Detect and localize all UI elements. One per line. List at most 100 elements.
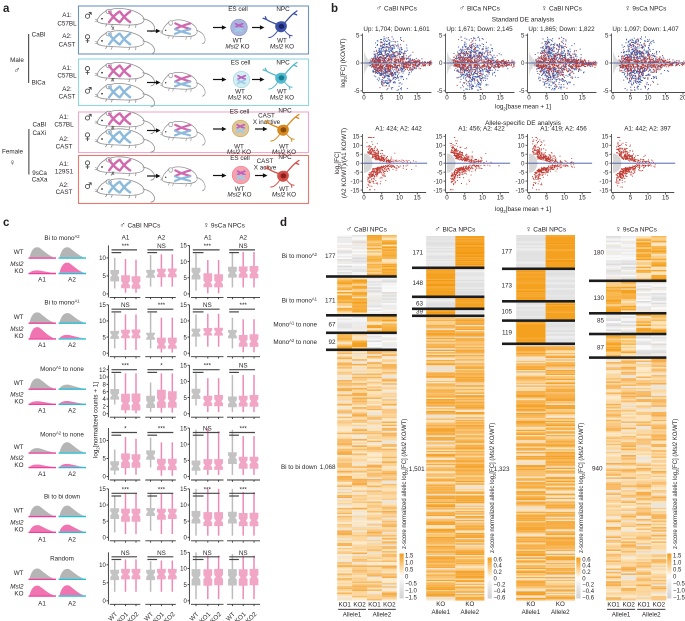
svg-text:-10: -10 xyxy=(434,178,444,185)
svg-text:0: 0 xyxy=(183,292,187,298)
svg-text:-10: -10 xyxy=(600,178,610,185)
svg-text:A2: A2 xyxy=(68,277,76,284)
svg-text:0: 0 xyxy=(356,160,360,167)
svg-text:15: 15 xyxy=(518,134,525,141)
svg-text:0: 0 xyxy=(521,160,525,167)
svg-text:Allele1: Allele1 xyxy=(343,612,362,619)
svg-text:15: 15 xyxy=(414,195,421,202)
svg-text:0: 0 xyxy=(102,536,106,542)
svg-text:KO2: KO2 xyxy=(622,602,635,609)
svg-text:KO: KO xyxy=(14,590,23,597)
svg-text:2: 2 xyxy=(102,405,106,411)
svg-text:5: 5 xyxy=(629,95,633,102)
svg-text:6: 6 xyxy=(102,390,106,396)
svg-text:5: 5 xyxy=(102,274,106,280)
svg-text:Random: Random xyxy=(50,556,74,563)
svg-text:-15: -15 xyxy=(434,187,444,194)
svg-text:10: 10 xyxy=(602,143,609,150)
svg-text:15: 15 xyxy=(353,134,360,141)
svg-text:63: 63 xyxy=(416,300,424,307)
svg-text:MonoA2 to none: MonoA2 to none xyxy=(273,338,317,347)
svg-text:0: 0 xyxy=(102,475,106,481)
svg-text:5: 5 xyxy=(380,95,384,102)
svg-text:NPC: NPC xyxy=(278,108,292,115)
svg-text:10: 10 xyxy=(99,375,106,381)
svg-text:15: 15 xyxy=(436,134,443,141)
svg-text:A2: A2 xyxy=(68,471,76,478)
svg-text:0.5: 0.5 xyxy=(405,567,414,573)
svg-text:NS: NS xyxy=(239,550,248,557)
svg-text:5: 5 xyxy=(183,396,187,402)
svg-text:NS: NS xyxy=(203,550,212,557)
svg-text:Bi to bi down: Bi to bi down xyxy=(281,464,318,471)
svg-text:Msl2: Msl2 xyxy=(10,520,24,527)
svg-text:10: 10 xyxy=(353,143,360,150)
svg-text:10: 10 xyxy=(645,95,652,102)
svg-text:A1: A1 xyxy=(38,537,46,544)
svg-text:WT: WT xyxy=(107,611,119,621)
svg-text:0: 0 xyxy=(102,351,106,357)
svg-text:20: 20 xyxy=(680,95,685,102)
svg-text:0: 0 xyxy=(527,95,531,102)
svg-text:***: *** xyxy=(122,486,130,493)
svg-text:Allele2: Allele2 xyxy=(642,612,661,619)
svg-text:x: x xyxy=(112,126,115,132)
svg-text:5: 5 xyxy=(629,195,633,202)
svg-text:0: 0 xyxy=(183,351,187,357)
svg-text:b: b xyxy=(331,3,338,15)
svg-text:NPC: NPC xyxy=(276,60,290,67)
svg-text:−0.2: −0.2 xyxy=(582,583,595,589)
svg-text:10: 10 xyxy=(180,260,187,266)
svg-text:Msl2 KO: Msl2 KO xyxy=(272,192,296,199)
svg-text:z-score normalized allelic log: z-score normalized allelic log2[FC] (Msl… xyxy=(579,423,586,553)
svg-text:10: 10 xyxy=(99,563,106,569)
svg-text:0: 0 xyxy=(445,95,449,102)
svg-text:CAST: CAST xyxy=(56,189,73,196)
svg-text:12: 12 xyxy=(99,368,106,374)
svg-text:Allele1: Allele1 xyxy=(431,609,450,616)
svg-text:c: c xyxy=(3,217,10,229)
svg-text:-5: -5 xyxy=(437,88,443,95)
svg-text:4: 4 xyxy=(102,397,106,403)
svg-text:-5: -5 xyxy=(519,169,525,176)
svg-text:Standard DE analysis: Standard DE analysis xyxy=(492,17,555,24)
svg-text:0: 0 xyxy=(445,195,449,202)
svg-text:KO1: KO1 xyxy=(638,602,651,609)
svg-text:10: 10 xyxy=(518,143,525,150)
svg-text:x: x xyxy=(112,78,115,84)
svg-text:A1:: A1: xyxy=(62,12,72,19)
svg-text:WT: WT xyxy=(235,89,245,96)
svg-text:5: 5 xyxy=(102,519,106,525)
svg-text:5: 5 xyxy=(439,151,443,158)
svg-text:d: d xyxy=(280,217,287,229)
svg-text:0: 0 xyxy=(102,412,106,418)
svg-text:A2:: A2: xyxy=(62,86,72,93)
svg-text:***: *** xyxy=(204,243,212,250)
svg-text:♂: ♂ xyxy=(14,65,21,75)
svg-text:5: 5 xyxy=(183,583,187,589)
svg-text:0: 0 xyxy=(362,195,366,202)
svg-text:Allele2: Allele2 xyxy=(461,609,480,616)
svg-text:171: 171 xyxy=(325,298,336,305)
svg-text:WT: WT xyxy=(234,143,244,150)
svg-text:NS: NS xyxy=(121,302,130,309)
svg-text:5: 5 xyxy=(380,195,384,202)
svg-text:-5: -5 xyxy=(354,88,360,95)
svg-text:-15: -15 xyxy=(600,187,610,194)
svg-text:5: 5 xyxy=(102,581,106,587)
svg-text:1,323: 1,323 xyxy=(494,466,510,473)
svg-text:−1.0: −1.0 xyxy=(673,588,685,594)
svg-text:5: 5 xyxy=(521,151,525,158)
svg-text:*: * xyxy=(124,426,127,433)
svg-text:0: 0 xyxy=(439,60,443,67)
svg-text:NS: NS xyxy=(121,550,130,557)
svg-text:15: 15 xyxy=(180,551,187,557)
svg-text:(A2 KO/WT)/(A1 KO/WT): (A2 KO/WT)/(A1 KO/WT) xyxy=(341,128,348,198)
svg-text:z-score normalized allelic log: z-score normalized allelic log2[FC] (Msl… xyxy=(402,419,409,549)
svg-text:z-score normalized allelic log: z-score normalized allelic log2[FC] (Msl… xyxy=(490,423,497,553)
svg-text:5: 5 xyxy=(356,32,360,39)
svg-text:WT: WT xyxy=(143,611,155,621)
svg-text:x: x xyxy=(112,171,115,177)
svg-text:KO1: KO1 xyxy=(368,602,381,609)
svg-text:***: *** xyxy=(204,486,212,493)
